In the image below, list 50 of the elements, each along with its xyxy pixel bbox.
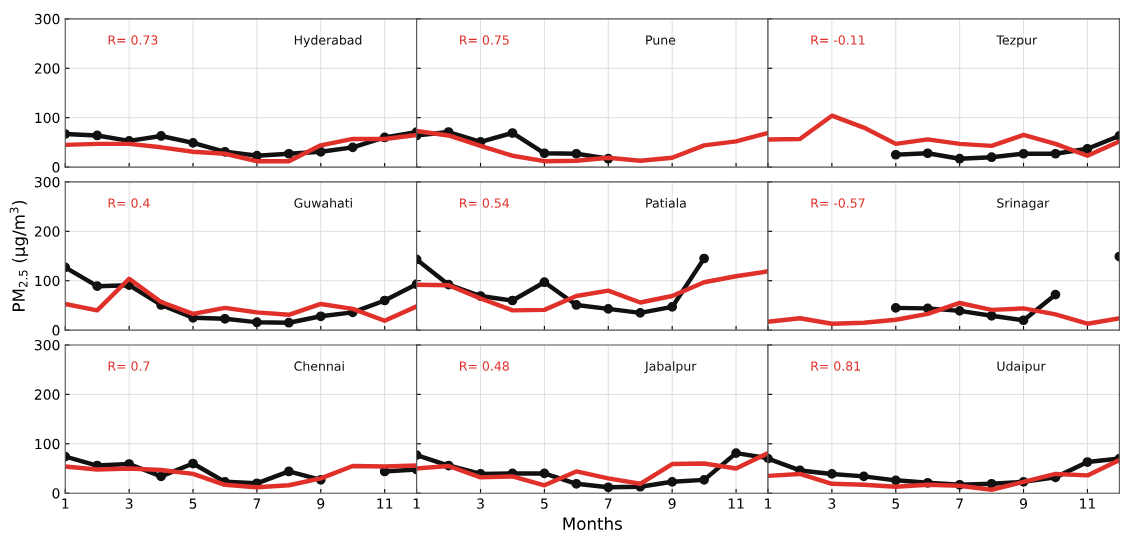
annotation: R= 0.7	[108, 361, 150, 371]
annotation: Pune	[646, 35, 676, 45]
y-tick-label: 100	[35, 112, 60, 124]
annotation: Jabalpur	[644, 361, 697, 374]
x-tick-label: 11	[377, 498, 393, 509]
annotation: R= 0.73	[108, 35, 158, 45]
x-tick-label: 7	[956, 498, 963, 509]
x-tick-label: 1	[765, 498, 772, 509]
y-tick-label: 300	[34, 176, 60, 188]
annotation: Patiala	[646, 198, 686, 208]
x-tick-label: 3	[828, 498, 836, 509]
y-axis-title: PM$_{2.5}$ (μg/m$^{3}$)	[9, 200, 29, 311]
annotation: R= 0.48	[460, 361, 509, 371]
y-tick-label: 0	[52, 488, 60, 499]
x-tick-label: 9	[317, 498, 325, 509]
y-tick-label: 100	[35, 438, 60, 450]
x-tick-label: 3	[477, 498, 484, 509]
x-tick-label: 1	[62, 498, 69, 509]
annotation: Guwahati	[294, 198, 352, 208]
x-tick-label: 7	[253, 498, 261, 509]
x-tick-label: 9	[1020, 498, 1027, 509]
x-axis-title: Months	[563, 517, 622, 530]
annotation: Hyderabad	[294, 35, 362, 48]
x-tick-label: 3	[125, 498, 133, 509]
annotation: R= 0.4	[108, 198, 150, 208]
y-tick-label: 0	[52, 162, 60, 173]
annotation: Chennai	[294, 361, 344, 371]
annotation: R= 0.75	[460, 35, 509, 45]
x-tick-label: 5	[892, 498, 899, 509]
annotation: Tezpur	[996, 35, 1038, 48]
annotation: R= -0.57	[811, 198, 865, 208]
y-tick-label: 100	[35, 275, 60, 287]
y-tick-label: 200	[34, 226, 60, 237]
annotation: Udaipur	[997, 361, 1046, 374]
y-tick-label: 200	[34, 63, 60, 74]
x-tick-label: 5	[541, 498, 548, 509]
y-tick-label: 300	[34, 13, 60, 25]
x-tick-label: 1	[413, 498, 420, 509]
y-tick-label: 300	[34, 339, 60, 351]
annotation: R= 0.54	[460, 198, 510, 208]
annotation: R= 0.81	[811, 361, 860, 371]
x-tick-label: 9	[668, 498, 676, 509]
annotation: Srinagar	[997, 198, 1050, 211]
annotation: R= -0.11	[811, 35, 865, 45]
x-tick-label: 11	[1080, 498, 1095, 509]
x-tick-label: 7	[605, 498, 612, 509]
y-tick-label: 0	[52, 325, 60, 336]
x-tick-label: 5	[189, 498, 197, 509]
y-tick-label: 200	[34, 389, 60, 400]
x-tick-label: 11	[728, 498, 744, 509]
